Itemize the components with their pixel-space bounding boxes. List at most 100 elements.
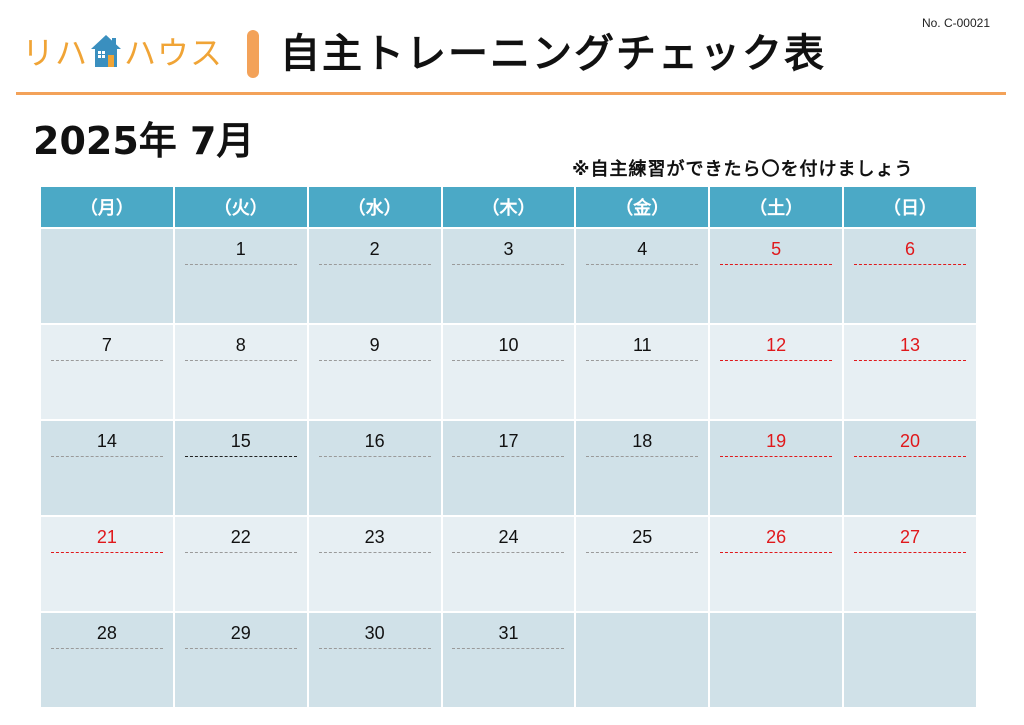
day-number: 17 <box>498 431 519 451</box>
week-row: 28 29 30 31 <box>39 611 978 709</box>
day-cell[interactable]: 17 <box>440 419 577 517</box>
check-mark-line <box>720 456 833 457</box>
week-row: 14 15 16 17 18 19 20 <box>39 419 978 517</box>
empty-day-cell <box>574 611 711 709</box>
weekday-sun: （日） <box>842 187 978 228</box>
day-number: 5 <box>771 239 782 259</box>
day-cell[interactable]: 29 <box>172 611 309 709</box>
check-mark-line <box>50 456 163 457</box>
check-mark-line <box>50 648 163 649</box>
check-mark-line <box>452 264 565 265</box>
day-number: 20 <box>900 431 921 451</box>
day-cell[interactable]: 18 <box>574 419 711 517</box>
day-cell[interactable]: 15 <box>172 419 309 517</box>
check-mark-line <box>854 360 967 361</box>
day-number: 19 <box>766 431 787 451</box>
day-cell[interactable]: 22 <box>172 515 309 613</box>
calendar-body: 1 2 3 4 5 6 7 8 9 10 11 12 13 14 15 16 17 18 19 20 21 22 23 24 2… <box>39 227 978 709</box>
riha-house-logo: リハ ハウス <box>22 30 223 72</box>
month-label: 2025年 7月 <box>33 119 255 163</box>
week-row: 7 8 9 10 11 12 13 <box>39 323 978 421</box>
day-number: 3 <box>503 239 514 259</box>
day-number: 24 <box>498 527 519 547</box>
day-cell[interactable]: 6 <box>842 227 978 325</box>
day-cell[interactable]: 28 <box>39 611 175 709</box>
check-mark-line <box>452 552 565 553</box>
check-mark-line <box>184 456 297 457</box>
day-number: 22 <box>230 527 251 547</box>
day-number: 23 <box>364 527 385 547</box>
day-number: 31 <box>498 623 519 643</box>
weekday-thu: （木） <box>440 187 577 228</box>
day-number: 25 <box>632 527 653 547</box>
day-cell[interactable]: 8 <box>172 323 309 421</box>
day-number: 14 <box>96 431 117 451</box>
day-number: 6 <box>905 239 916 259</box>
check-mark-line <box>318 360 431 361</box>
weekday-wed: （水） <box>306 187 443 228</box>
day-cell[interactable]: 16 <box>306 419 443 517</box>
week-row: 21 22 23 24 25 26 27 <box>39 515 978 613</box>
day-cell[interactable]: 1 <box>172 227 309 325</box>
check-mark-line <box>184 648 297 649</box>
check-mark-line <box>854 264 967 265</box>
day-cell[interactable]: 13 <box>842 323 978 421</box>
day-number: 4 <box>637 239 648 259</box>
day-cell[interactable]: 23 <box>306 515 443 613</box>
day-number: 29 <box>230 623 251 643</box>
day-cell[interactable]: 24 <box>440 515 577 613</box>
day-cell[interactable]: 14 <box>39 419 175 517</box>
day-cell[interactable]: 12 <box>708 323 845 421</box>
check-mark-line <box>854 552 967 553</box>
weekday-mon: （月） <box>39 187 175 228</box>
week-row: 1 2 3 4 5 6 <box>39 227 978 325</box>
title-accent-bar <box>247 30 259 78</box>
day-cell[interactable]: 7 <box>39 323 175 421</box>
day-cell[interactable]: 31 <box>440 611 577 709</box>
day-cell[interactable]: 9 <box>306 323 443 421</box>
day-number: 10 <box>498 335 519 355</box>
instruction-note: ※自主練習ができたら〇を付けましょう <box>572 159 914 180</box>
day-cell[interactable]: 3 <box>440 227 577 325</box>
day-number: 27 <box>900 527 921 547</box>
day-cell[interactable]: 4 <box>574 227 711 325</box>
check-mark-line <box>184 264 297 265</box>
weekday-fri: （金） <box>574 187 711 228</box>
day-cell[interactable]: 5 <box>708 227 845 325</box>
day-number: 18 <box>632 431 653 451</box>
empty-day-cell <box>842 611 978 709</box>
day-number: 30 <box>364 623 385 643</box>
document-number: No. C-00021 <box>921 16 990 30</box>
check-mark-line <box>586 552 699 553</box>
day-cell[interactable]: 26 <box>708 515 845 613</box>
day-cell[interactable]: 30 <box>306 611 443 709</box>
calendar-grid: （月） （火） （水） （木） （金） （土） （日） 1 2 3 4 5 6 7 8 9 10 1… <box>39 187 978 709</box>
day-number: 7 <box>101 335 112 355</box>
day-number: 11 <box>632 335 652 355</box>
day-number: 8 <box>235 335 246 355</box>
check-mark-line <box>854 456 967 457</box>
day-number: 16 <box>364 431 385 451</box>
day-number: 21 <box>96 527 117 547</box>
day-cell[interactable]: 2 <box>306 227 443 325</box>
weekday-sat: （土） <box>708 187 845 228</box>
day-number: 9 <box>369 335 380 355</box>
day-cell[interactable]: 19 <box>708 419 845 517</box>
day-cell[interactable]: 25 <box>574 515 711 613</box>
check-mark-line <box>318 552 431 553</box>
day-number: 15 <box>230 431 251 451</box>
check-mark-line <box>452 360 565 361</box>
day-cell[interactable]: 20 <box>842 419 978 517</box>
day-cell[interactable]: 27 <box>842 515 978 613</box>
day-cell[interactable]: 10 <box>440 323 577 421</box>
day-cell[interactable]: 11 <box>574 323 711 421</box>
day-cell[interactable]: 21 <box>39 515 175 613</box>
check-mark-line <box>318 456 431 457</box>
weekday-header-row: （月） （火） （水） （木） （金） （土） （日） <box>39 187 978 228</box>
day-number: 1 <box>235 239 246 259</box>
logo-text-left: リハ <box>22 34 89 72</box>
day-number: 28 <box>96 623 117 643</box>
check-mark-line <box>720 264 833 265</box>
check-mark-line <box>452 648 565 649</box>
empty-day-cell <box>39 227 175 325</box>
